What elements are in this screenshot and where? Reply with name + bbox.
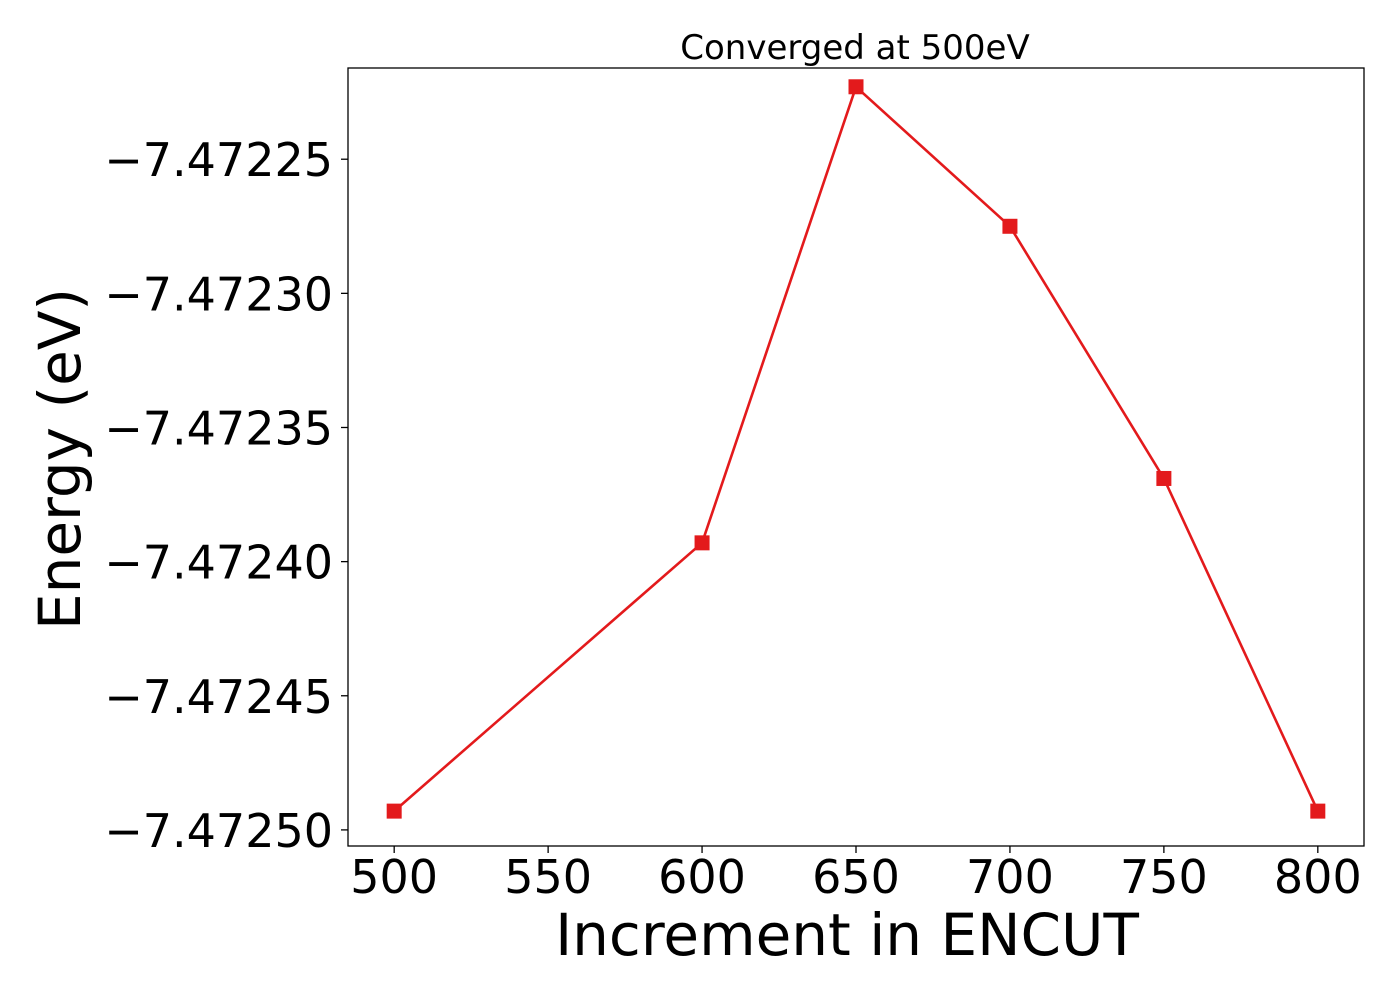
series-line: [393, 85, 1319, 813]
data-point: [1002, 218, 1018, 234]
x-tick-label: 700: [966, 850, 1054, 904]
data-point: [848, 79, 864, 95]
chart-title: Converged at 500eV: [680, 28, 1029, 68]
data-point: [694, 535, 710, 551]
y-tick-label: −7.47225: [104, 133, 333, 187]
data-point: [1310, 803, 1326, 819]
y-tick-label: −7.47245: [104, 670, 333, 724]
y-tick-label: −7.47240: [104, 536, 333, 590]
y-tick-label: −7.47235: [104, 401, 333, 455]
x-tick-label: 650: [812, 850, 900, 904]
x-tick-label: 800: [1274, 850, 1362, 904]
y-tick-label: −7.47250: [104, 804, 333, 858]
data-point: [386, 803, 402, 819]
x-axis-label: Increment in ENCUT: [555, 901, 1139, 969]
x-axis: 500 550 600 650 700 750 800: [350, 846, 1362, 904]
y-tick-label: −7.47230: [104, 267, 333, 321]
y-axis: −7.47225 −7.47230 −7.47235 −7.47240 −7.47245…: [104, 133, 348, 858]
y-axis-label: Energy (eV): [26, 288, 94, 630]
data-point: [1156, 470, 1172, 486]
x-tick-label: 550: [504, 850, 592, 904]
x-tick-label: 500: [350, 850, 438, 904]
x-tick-label: 600: [658, 850, 746, 904]
plot-area: [386, 79, 1326, 819]
x-tick-label: 750: [1120, 850, 1208, 904]
